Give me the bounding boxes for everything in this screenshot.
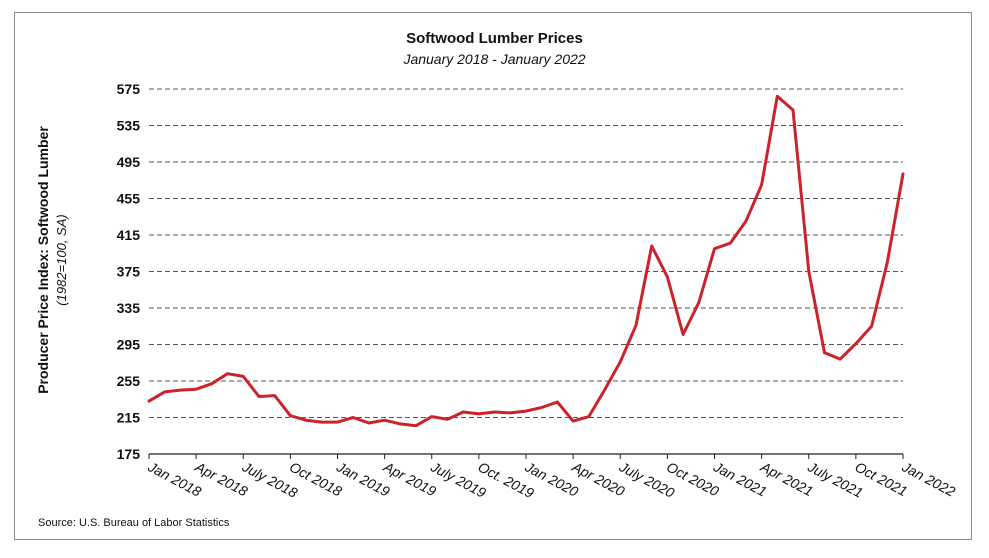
y-tick-label: 335 [117,300,141,316]
x-tick-label: Apr 2018 [192,458,251,499]
source-note: Source: U.S. Bureau of Labor Statistics [38,517,230,529]
x-tick-label: Apr 2020 [569,458,628,499]
chart-subtitle: January 2018 - January 2022 [403,51,586,67]
y-tick-label: 455 [117,191,141,207]
y-tick-label: 295 [117,337,141,353]
x-tick-label: Jan 2019 [333,458,392,500]
x-tick-label: Jan 2018 [145,458,204,500]
x-tick-label: Apr 2019 [380,458,439,499]
y-axis-sublabel: (1982=100, SA) [54,214,69,305]
x-tick-label: Jan 2021 [710,458,769,500]
y-tick-label: 375 [117,264,141,280]
x-tick-label: Apr 2021 [757,458,816,499]
x-tick-label: Jan 2022 [899,458,958,500]
y-tick-label: 575 [117,81,141,97]
y-tick-label: 535 [117,118,141,134]
y-tick-label: 415 [117,227,141,243]
chart-frame [14,12,972,540]
series-line [147,94,905,428]
y-tick-label: 175 [117,446,141,462]
y-tick-label: 255 [117,373,141,389]
chart-title: Softwood Lumber Prices [406,30,583,47]
y-tick-label: 495 [117,154,141,170]
y-tick-label: 215 [117,410,141,426]
y-axis-label: Producer Price Index: Softwood Lumber [35,126,51,394]
